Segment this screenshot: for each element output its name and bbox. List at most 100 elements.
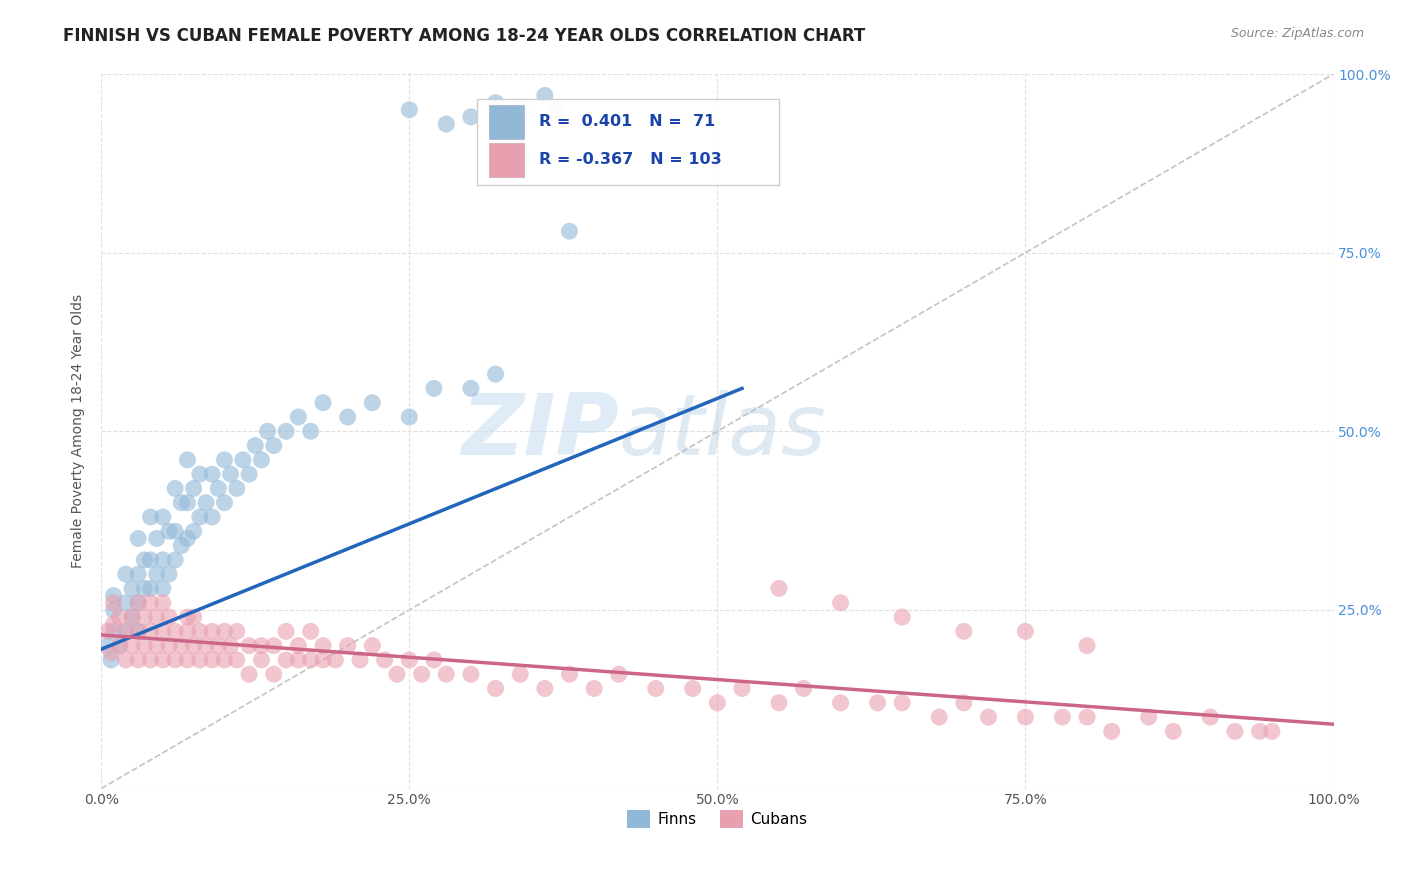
Point (115, 567, 138, 582)
Point (134, 639, 156, 653)
Point (299, 624, 322, 639)
Point (263, 439, 285, 453)
Point (1076, 710, 1098, 724)
Point (152, 510, 174, 524)
Point (165, 553, 187, 567)
Point (225, 482, 247, 496)
Point (558, 667, 581, 681)
Point (423, 653, 446, 667)
Point (108, 639, 131, 653)
Point (509, 667, 531, 681)
Point (157, 610, 180, 624)
Point (188, 467, 211, 482)
Point (96, 624, 118, 639)
Point (682, 681, 704, 696)
Point (1014, 710, 1036, 724)
Point (928, 710, 950, 724)
Point (145, 639, 167, 653)
Point (134, 610, 156, 624)
Point (115, 624, 138, 639)
Point (434, 667, 457, 681)
Point (108, 639, 131, 653)
Point (188, 510, 211, 524)
Point (139, 582, 162, 596)
Point (225, 624, 247, 639)
Point (398, 103, 420, 117)
Point (312, 639, 335, 653)
Point (157, 639, 180, 653)
Point (312, 395, 335, 409)
Point (349, 653, 371, 667)
Point (607, 667, 630, 681)
Point (1137, 710, 1160, 724)
Point (325, 653, 347, 667)
Point (1199, 710, 1222, 724)
Point (219, 639, 242, 653)
Point (139, 624, 162, 639)
Point (115, 624, 138, 639)
Legend: Finns, Cubans: Finns, Cubans (621, 804, 814, 835)
Point (250, 653, 273, 667)
Point (165, 482, 187, 496)
Point (274, 424, 297, 438)
Text: R = -0.367   N = 103: R = -0.367 N = 103 (538, 153, 721, 168)
Point (484, 681, 506, 696)
Point (165, 624, 187, 639)
Point (214, 653, 236, 667)
Point (176, 624, 198, 639)
Point (176, 496, 198, 510)
Point (830, 596, 852, 610)
Point (866, 696, 889, 710)
Point (214, 624, 236, 639)
Point (103, 624, 125, 639)
Point (121, 610, 143, 624)
Point (207, 639, 229, 653)
FancyBboxPatch shape (489, 104, 524, 139)
Point (127, 596, 149, 610)
Point (793, 681, 815, 696)
Point (583, 681, 606, 696)
Point (546, 103, 568, 117)
Point (139, 510, 162, 524)
Point (121, 639, 143, 653)
Point (1261, 724, 1284, 739)
Point (336, 639, 359, 653)
Point (127, 653, 149, 667)
Point (145, 532, 167, 546)
Point (361, 639, 384, 653)
Point (176, 532, 198, 546)
Point (121, 610, 143, 624)
Point (170, 539, 193, 553)
Point (1163, 724, 1185, 739)
Point (157, 567, 180, 582)
Point (214, 453, 236, 467)
Point (139, 553, 162, 567)
Point (225, 653, 247, 667)
Point (256, 424, 278, 438)
Point (188, 624, 211, 639)
Point (183, 610, 205, 624)
Point (238, 667, 260, 681)
Point (891, 610, 914, 624)
Point (219, 467, 242, 482)
Point (263, 639, 285, 653)
Point (176, 453, 198, 467)
Text: R =  0.401   N =  71: R = 0.401 N = 71 (538, 114, 714, 129)
Point (201, 510, 224, 524)
Point (121, 582, 143, 596)
Point (1223, 724, 1246, 739)
Point (263, 667, 285, 681)
Point (127, 624, 149, 639)
Point (423, 381, 446, 395)
Point (238, 467, 260, 482)
Point (139, 653, 162, 667)
Text: FINNISH VS CUBAN FEMALE POVERTY AMONG 18-24 YEAR OLDS CORRELATION CHART: FINNISH VS CUBAN FEMALE POVERTY AMONG 18… (63, 27, 866, 45)
Point (977, 710, 1000, 724)
Point (768, 696, 790, 710)
Point (188, 653, 211, 667)
Text: atlas: atlas (619, 390, 827, 473)
Point (534, 681, 557, 696)
Point (165, 653, 187, 667)
Point (134, 582, 156, 596)
Point (139, 596, 162, 610)
